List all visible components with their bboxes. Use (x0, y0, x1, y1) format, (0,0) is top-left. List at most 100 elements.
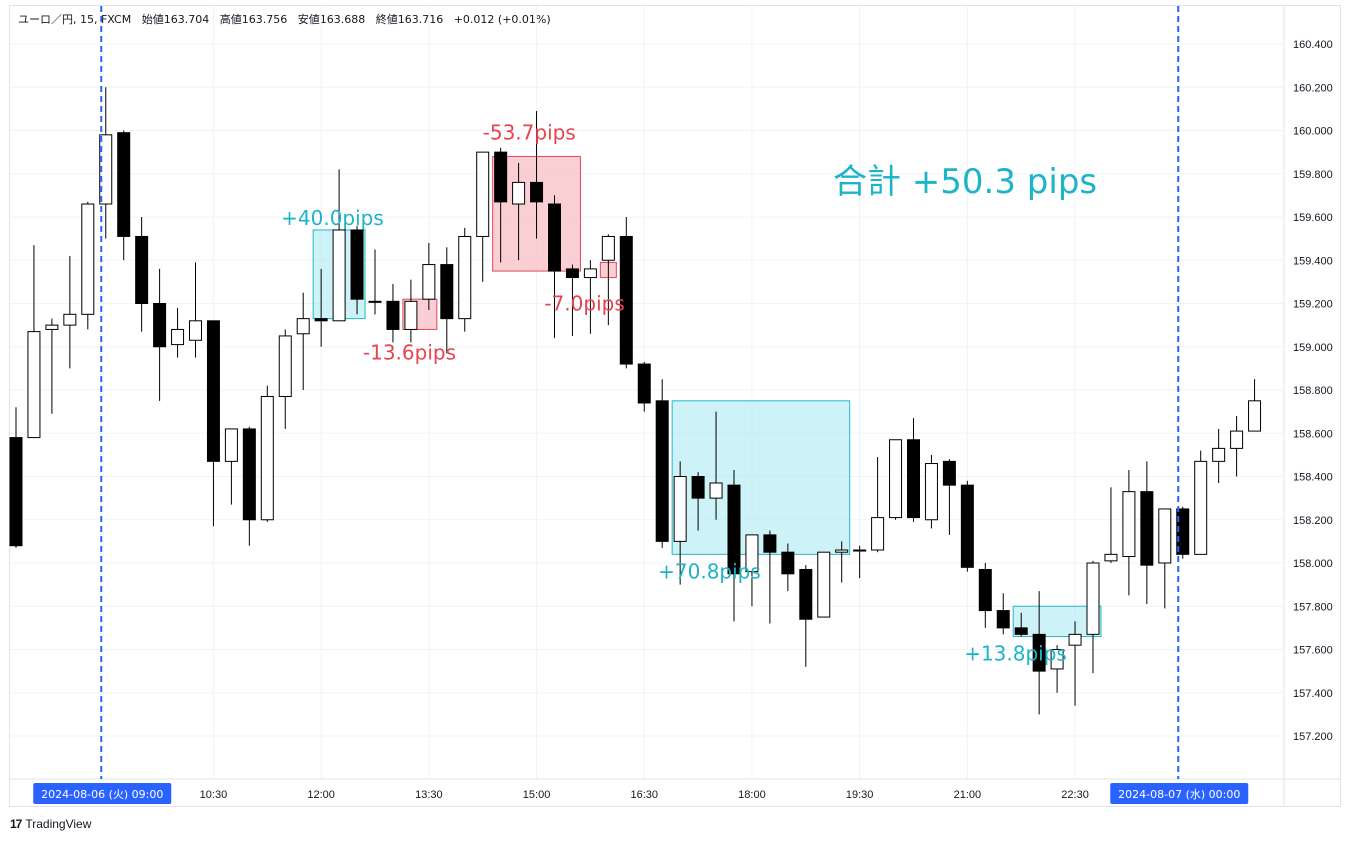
candle-body-down (996, 610, 1010, 629)
tradingview-footer[interactable]: 17 TradingView (10, 817, 91, 831)
candle-body-down (440, 264, 454, 320)
candle-body-up (673, 476, 687, 542)
candle-body-up (924, 463, 938, 521)
time-axis[interactable]: 2024-08-06 (火) 09:00 10:30 12:00 13:30 15:00… (33, 783, 1249, 804)
time-tick-label: 18:00 (738, 789, 766, 801)
candle-body-up (368, 300, 382, 303)
candle-body-down (1014, 627, 1028, 635)
trade-labels: +40.0pips -13.6pips -53.7pips -7.0pips +70.8… (281, 120, 1067, 665)
price-tick-label: 157.800 (1293, 601, 1333, 613)
symbol-name[interactable]: ユーロ／円, 15, FXCM (18, 13, 132, 26)
trade-pips-label: +13.8pips (964, 642, 1067, 666)
time-tick-label: 21:00 (954, 789, 982, 801)
candle-body-down (960, 484, 974, 568)
price-axis[interactable]: 160.400 160.200 160.000 159.800 159.600 159.4… (1293, 39, 1333, 743)
candle-body-up (422, 264, 436, 300)
date-badge-bg (1110, 783, 1249, 804)
trade-pips-label: -53.7pips (483, 120, 576, 144)
candles (9, 87, 1262, 715)
candle-body-up (1194, 460, 1208, 555)
price-tick-label: 160.400 (1293, 39, 1333, 51)
price-tick-label: 157.600 (1293, 645, 1333, 657)
tradingview-logo-icon: 17 (10, 817, 22, 831)
candle-body-up (278, 335, 292, 397)
total-pips-annotation: 合計 +50.3 pips (833, 162, 1097, 202)
candle-body-up (1122, 491, 1136, 558)
candle-body-up (189, 320, 202, 341)
candle-body-up (1068, 633, 1082, 646)
date-badge: 2024-08-07 (水) 00:00 (1110, 783, 1249, 804)
high-price: 高値163.756 (219, 13, 288, 26)
price-tick-label: 158.400 (1293, 472, 1333, 484)
candle-body-down (978, 568, 992, 612)
candle-body-down (565, 268, 579, 279)
session-lines (100, 6, 1180, 779)
candle-body-down (1140, 491, 1154, 566)
price-tick-label: 158.200 (1293, 515, 1333, 527)
time-tick-label: 13:30 (415, 789, 443, 801)
price-tick-label: 159.200 (1293, 299, 1333, 311)
symbol-header: ユーロ／円, 15, FXCM 始値163.704 高値163.756 安値16… (18, 11, 558, 27)
price-tick-label: 160.200 (1293, 82, 1333, 94)
price-change: +0.012 (+0.01%) (453, 13, 551, 26)
time-tick-label: 10:30 (200, 789, 228, 801)
candle-body-up (1104, 553, 1118, 562)
candle-body-down (530, 181, 544, 203)
close-price: 終値163.716 (375, 13, 444, 26)
candle-body-up (99, 134, 113, 205)
candle-body-down (386, 300, 400, 330)
candle-body-up (260, 395, 274, 521)
low-price: 安値163.688 (297, 13, 366, 26)
candle-body-up (27, 331, 41, 439)
candle-body-down (907, 439, 920, 519)
candle-body-up (1230, 430, 1244, 449)
candle-body-up (458, 235, 472, 320)
candle-body-up (45, 324, 59, 330)
profit-trade-box (1012, 605, 1102, 638)
price-tick-label: 159.600 (1293, 212, 1333, 224)
candle-body-down (117, 132, 131, 237)
chart-frame (9, 5, 1341, 807)
time-tick-label: 12:00 (307, 789, 335, 801)
price-tick-label: 157.200 (1293, 731, 1333, 743)
candle-body-up (404, 300, 418, 330)
candle-body-down (135, 235, 149, 304)
trade-pips-label: +40.0pips (281, 206, 384, 230)
candle-body-down (619, 235, 633, 365)
candle-body-up (1050, 649, 1064, 670)
price-tick-label: 160.000 (1293, 126, 1333, 138)
candle-body-down (763, 534, 777, 553)
candle-body-down (242, 428, 256, 521)
candle-body-up (332, 229, 346, 322)
candle-body-down (727, 484, 741, 575)
candle-body-down (9, 437, 23, 547)
candle-body-down (350, 229, 364, 300)
candle-body-up (512, 181, 526, 205)
price-tick-label: 159.000 (1293, 342, 1333, 354)
candle-body-up (745, 534, 759, 573)
candle-body-down (799, 568, 813, 620)
candle-body-up (601, 235, 615, 261)
date-badge-label: 2024-08-07 (水) 00:00 (1118, 788, 1240, 801)
candle-body-up (871, 517, 885, 551)
time-tick-label: 22:30 (1061, 789, 1089, 801)
date-badge: 2024-08-06 (火) 09:00 (33, 783, 172, 804)
candle-body-up (889, 439, 903, 519)
candle-body-up (224, 428, 238, 462)
candle-body-down (548, 203, 561, 272)
open-price: 始値163.704 (141, 13, 210, 26)
candle-body-down (206, 320, 220, 462)
candle-body-up (171, 328, 185, 346)
date-badge-label: 2024-08-06 (火) 09:00 (41, 788, 163, 801)
date-badge-bg (33, 783, 172, 804)
trade-pips-label: -13.6pips (363, 340, 456, 364)
candle-body-up (1212, 447, 1226, 462)
candle-body-up (835, 549, 849, 553)
candle-body-up (817, 551, 831, 618)
candle-body-up (709, 482, 723, 499)
time-tick-label: 15:00 (523, 789, 551, 801)
candle-body-up (1248, 400, 1262, 432)
trade-pips-label: +70.8pips (658, 559, 761, 583)
candle-body-up (1086, 562, 1100, 635)
